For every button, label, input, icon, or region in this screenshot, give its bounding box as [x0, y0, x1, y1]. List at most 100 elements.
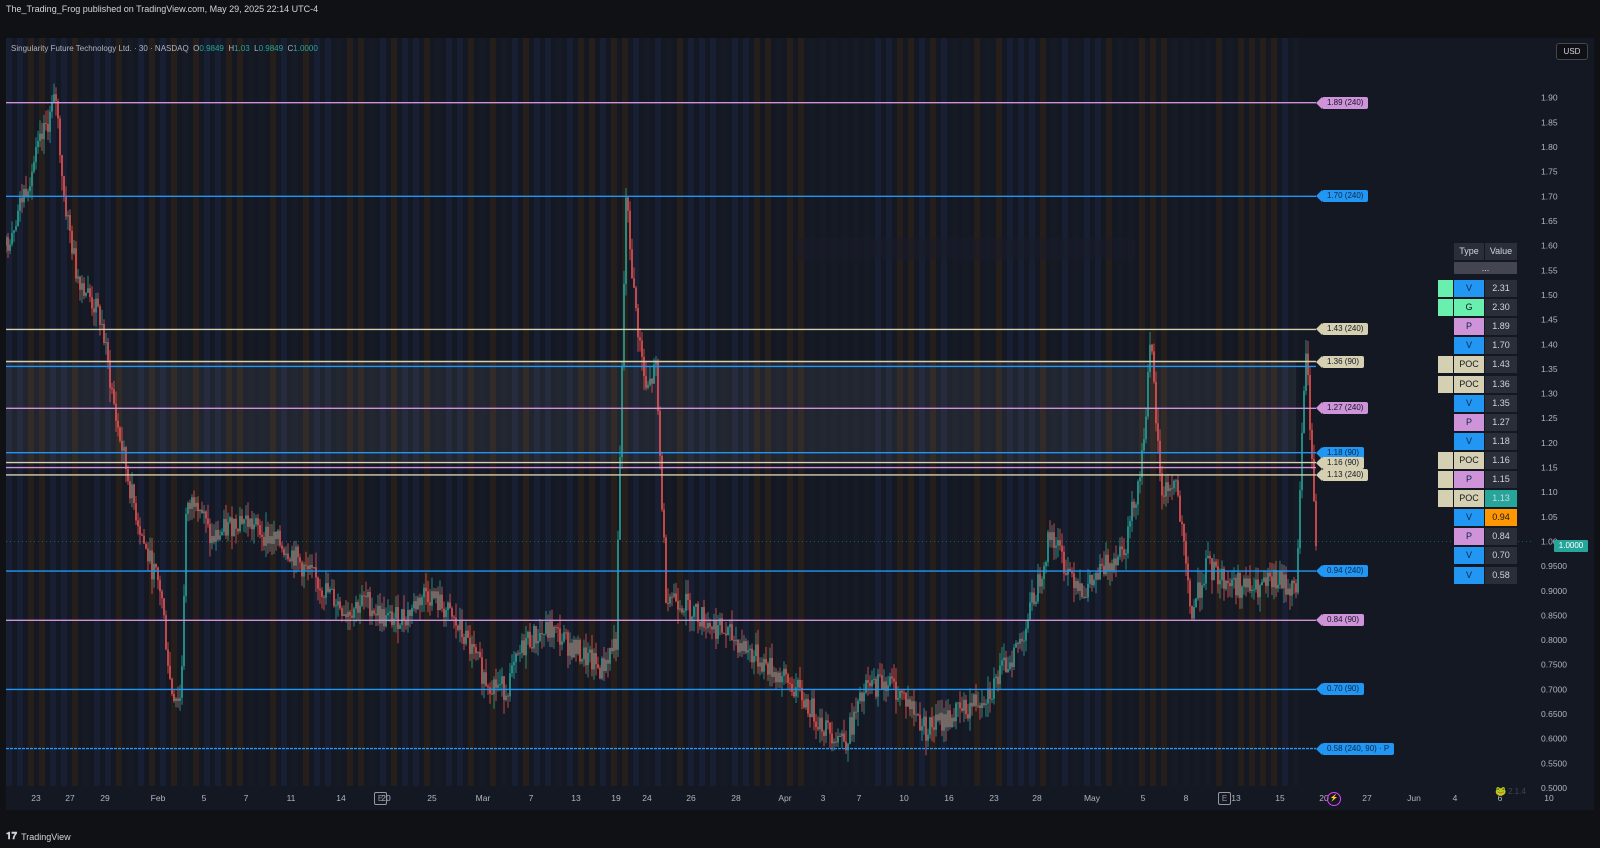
candle-body — [825, 720, 827, 736]
candle-body — [907, 699, 909, 707]
level-tag: 0.94 (240) — [1315, 565, 1369, 578]
candle-body — [711, 626, 713, 630]
tradingview-logo[interactable]: 𝟏𝟕 TradingView — [6, 831, 71, 842]
level-tag: 1.89 (240) — [1315, 96, 1369, 109]
candle-body — [741, 643, 743, 651]
session-band — [292, 38, 298, 786]
session-band — [94, 38, 100, 786]
candle-body — [727, 627, 729, 636]
candle-body — [571, 642, 573, 658]
earnings-marker[interactable]: E — [374, 792, 387, 805]
candle-body — [241, 516, 243, 524]
candle-body — [899, 690, 901, 698]
candle-body — [147, 548, 149, 562]
candle-body — [1151, 344, 1153, 352]
session-band — [842, 38, 848, 786]
candle-body — [787, 674, 789, 683]
table-cell-value: 1.27 — [1485, 413, 1517, 431]
candle-body — [623, 283, 625, 368]
candle-body — [1107, 554, 1109, 572]
candle-body — [463, 637, 465, 644]
candle-body — [261, 534, 263, 537]
candle-body — [481, 657, 483, 684]
candle-body — [277, 530, 279, 540]
candle-body — [441, 594, 443, 609]
candle-body — [525, 638, 527, 656]
candle-body — [813, 698, 815, 722]
candle-body — [437, 591, 439, 611]
price-chart[interactable]: 1.90 1.85 1.80 1.75 1.70 1.65 1.60 1.55 1.50 1.45… — [6, 38, 1594, 826]
candle-body — [57, 100, 59, 119]
candle-body — [877, 674, 879, 697]
candle-body — [151, 550, 153, 580]
candle-body — [827, 720, 829, 723]
table-cell-type: G — [1454, 299, 1484, 317]
candle-body — [113, 389, 115, 404]
y-tick-label: 1.60 — [1541, 241, 1558, 251]
close-label: C — [287, 44, 294, 53]
candle-body — [55, 94, 57, 101]
candle-body — [403, 609, 405, 622]
candle-body — [609, 647, 611, 664]
candle-body — [555, 626, 557, 628]
table-cell-value: 1.13 — [1485, 490, 1517, 508]
y-tick-label: 1.20 — [1541, 438, 1558, 448]
candle-body — [1193, 607, 1195, 619]
table-row-swatch — [1438, 490, 1453, 508]
candle-body — [307, 565, 309, 570]
candle-body — [663, 509, 665, 538]
candle-body — [1231, 579, 1233, 587]
candle-body — [31, 171, 33, 187]
y-tick-label: 1.90 — [1541, 93, 1558, 103]
level-tag: 0.70 (90) — [1315, 683, 1365, 696]
candle-body — [915, 714, 917, 716]
publish-line: The_Trading_Frog published on TradingVie… — [6, 4, 319, 14]
session-band — [490, 38, 496, 786]
candle-body — [169, 665, 171, 679]
candle-body — [375, 613, 377, 616]
candle-body — [1127, 526, 1129, 554]
session-band — [787, 38, 793, 786]
candle-body — [355, 602, 357, 609]
candle-body — [435, 591, 437, 599]
candle-body — [1217, 566, 1219, 585]
candle-body — [655, 360, 657, 365]
candle-body — [495, 679, 497, 688]
candle-body — [937, 714, 939, 721]
candle-body — [61, 155, 63, 177]
candle-body — [969, 702, 971, 719]
candle-body — [709, 622, 711, 627]
earnings-marker[interactable]: E — [1218, 792, 1231, 805]
candle-body — [1105, 554, 1107, 575]
candle-body — [71, 230, 73, 254]
candle-body — [881, 675, 883, 690]
candle-body — [101, 323, 103, 325]
candle-body — [333, 588, 335, 606]
candle-body — [963, 699, 965, 711]
candle-body — [683, 610, 685, 613]
candle-body — [171, 678, 173, 695]
session-band — [160, 38, 166, 786]
candle-body — [177, 698, 179, 701]
chart-area[interactable]: 1.90 1.85 1.80 1.75 1.70 1.65 1.60 1.55 1.50 1.45… — [6, 38, 1594, 826]
candle-body — [85, 292, 87, 296]
candle-body — [1279, 571, 1281, 585]
candle-body — [1129, 520, 1131, 527]
table-row-swatch — [1438, 451, 1453, 469]
candle-body — [287, 553, 289, 560]
candle-body — [869, 682, 871, 687]
candle-body — [289, 559, 291, 562]
table-cell-value: 1.36 — [1485, 375, 1517, 393]
session-band — [1282, 38, 1288, 786]
lightning-icon[interactable]: ⚡ — [1327, 792, 1341, 806]
candle-body — [543, 633, 545, 635]
candle-body — [949, 710, 951, 727]
candle-body — [883, 681, 885, 690]
candle-body — [771, 657, 773, 677]
session-band — [446, 38, 452, 786]
candle-body — [1143, 439, 1145, 451]
candle-body — [815, 721, 817, 728]
table-cell-type: V — [1454, 547, 1484, 565]
candle-body — [141, 534, 143, 536]
currency-button[interactable]: USD — [1556, 43, 1588, 60]
